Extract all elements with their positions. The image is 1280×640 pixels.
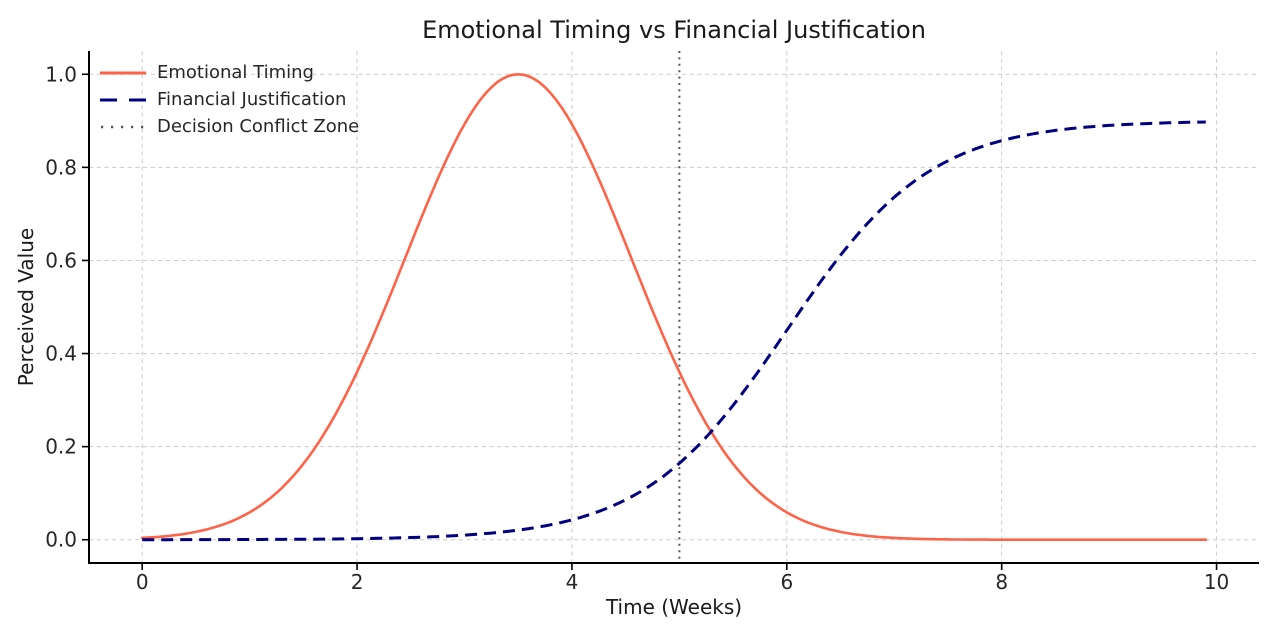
legend: Emotional Timing Financial Justification…	[99, 59, 359, 140]
x-tick-label: 6	[780, 570, 793, 594]
x-tick-label: 0	[136, 570, 149, 594]
legend-label: Financial Justification	[157, 89, 347, 110]
x-tick-label: 8	[995, 570, 1008, 594]
y-tick-label: 0.8	[45, 155, 77, 179]
solid-line-sample-icon	[100, 71, 146, 74]
y-tick-label: 0.2	[45, 435, 77, 459]
x-tick-label: 2	[351, 570, 364, 594]
chart-title: Emotional Timing vs Financial Justificat…	[422, 16, 926, 44]
series-curve-financial-justification	[142, 120, 1206, 542]
y-axis-label: Perceived Value	[14, 227, 38, 387]
x-axis-label: Time (Weeks)	[605, 595, 743, 619]
x-tick-label: 10	[1204, 570, 1229, 594]
legend-label: Decision Conflict Zone	[157, 116, 360, 137]
x-tick-label: 4	[566, 570, 579, 594]
y-tick-label: 0.6	[45, 248, 77, 272]
y-tick-label: 0.4	[45, 342, 77, 366]
series-curve-emotional-timing	[140, 73, 1208, 541]
legend-item-decision-conflict-zone: Decision Conflict Zone	[99, 113, 359, 140]
dashed-line-sample-icon	[100, 98, 146, 101]
y-tick-label: 1.0	[45, 62, 77, 86]
legend-label: Emotional Timing	[157, 62, 314, 83]
legend-item-emotional-timing: Emotional Timing	[99, 59, 359, 86]
y-tick-label: 0.0	[45, 528, 77, 552]
legend-item-financial-justification: Financial Justification	[99, 86, 359, 113]
dotted-line-sample-icon	[101, 125, 146, 128]
